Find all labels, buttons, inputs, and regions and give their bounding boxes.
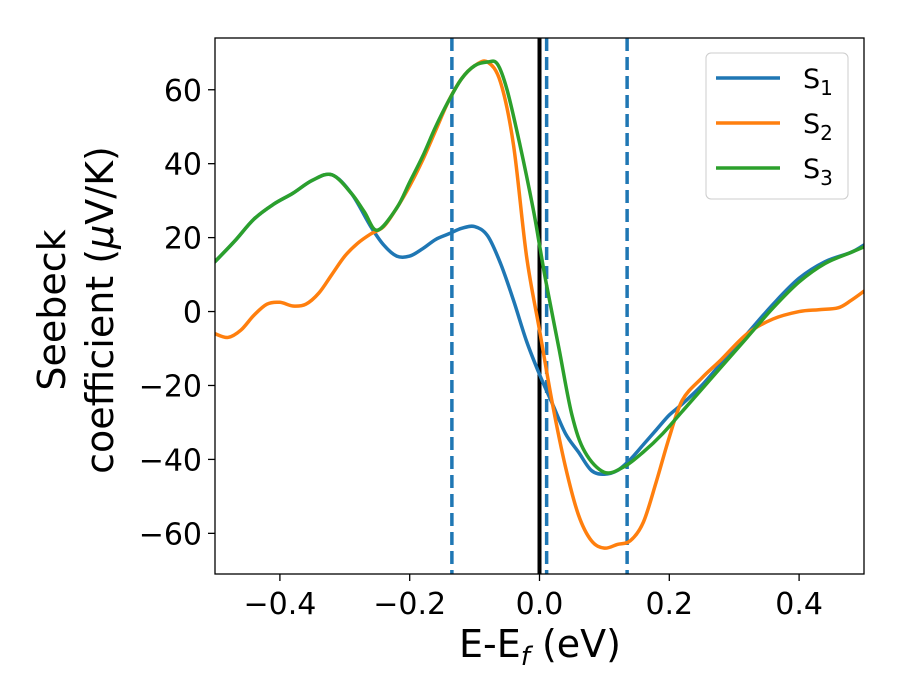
- legend-label-s2: S2: [803, 109, 833, 145]
- x-tick-label: 0.4: [775, 587, 823, 622]
- y-tick-label: 40: [164, 148, 202, 183]
- x-tick-label: −0.2: [373, 587, 446, 622]
- series-line-s3: [215, 59, 864, 475]
- legend-label-sub: 3: [820, 166, 833, 190]
- series-lines: [215, 59, 864, 550]
- reference-lines: [450, 38, 629, 574]
- x-axis-title: E-Ef (eV): [459, 622, 621, 672]
- x-axis-title-unit: (eV): [530, 622, 621, 666]
- x-axis-ticks: −0.4 −0.2 0.0 0.2 0.4: [243, 574, 823, 622]
- y-axis-title-line2-a: coefficient (: [78, 249, 122, 474]
- x-tick-label: 0.0: [516, 587, 564, 622]
- legend-label-main: S: [803, 154, 820, 185]
- y-axis-title-line2: coefficient (μV/K): [78, 146, 122, 474]
- series-line-s2: [215, 59, 864, 550]
- legend-label-s1: S1: [803, 64, 833, 100]
- y-axis-title-mu: μ: [78, 225, 122, 250]
- legend-box: [705, 52, 849, 200]
- y-axis-title-line2-b: V/K): [78, 146, 122, 225]
- y-tick-label: −60: [139, 517, 202, 552]
- legend-label-main: S: [803, 64, 820, 95]
- y-axis-title: Seebeck coefficient (μV/K): [30, 146, 122, 474]
- y-tick-label: −40: [139, 443, 202, 478]
- y-axis-title-line1: Seebeck: [30, 229, 74, 390]
- legend-label-main: S: [803, 109, 820, 140]
- y-tick-label: 60: [164, 74, 202, 109]
- y-tick-label: −20: [139, 369, 202, 404]
- legend-label-sub: 2: [820, 121, 833, 145]
- y-tick-label: 20: [164, 222, 202, 257]
- legend-label-sub: 1: [820, 76, 833, 100]
- y-tick-label: 0: [183, 296, 202, 331]
- x-tick-label: 0.2: [645, 587, 693, 622]
- x-tick-label: −0.4: [243, 587, 316, 622]
- x-axis-title-main: E-E: [459, 622, 521, 666]
- legend-label-s3: S3: [803, 154, 833, 190]
- y-axis-ticks: −60 −40 −20 0 20 40 60: [139, 74, 215, 552]
